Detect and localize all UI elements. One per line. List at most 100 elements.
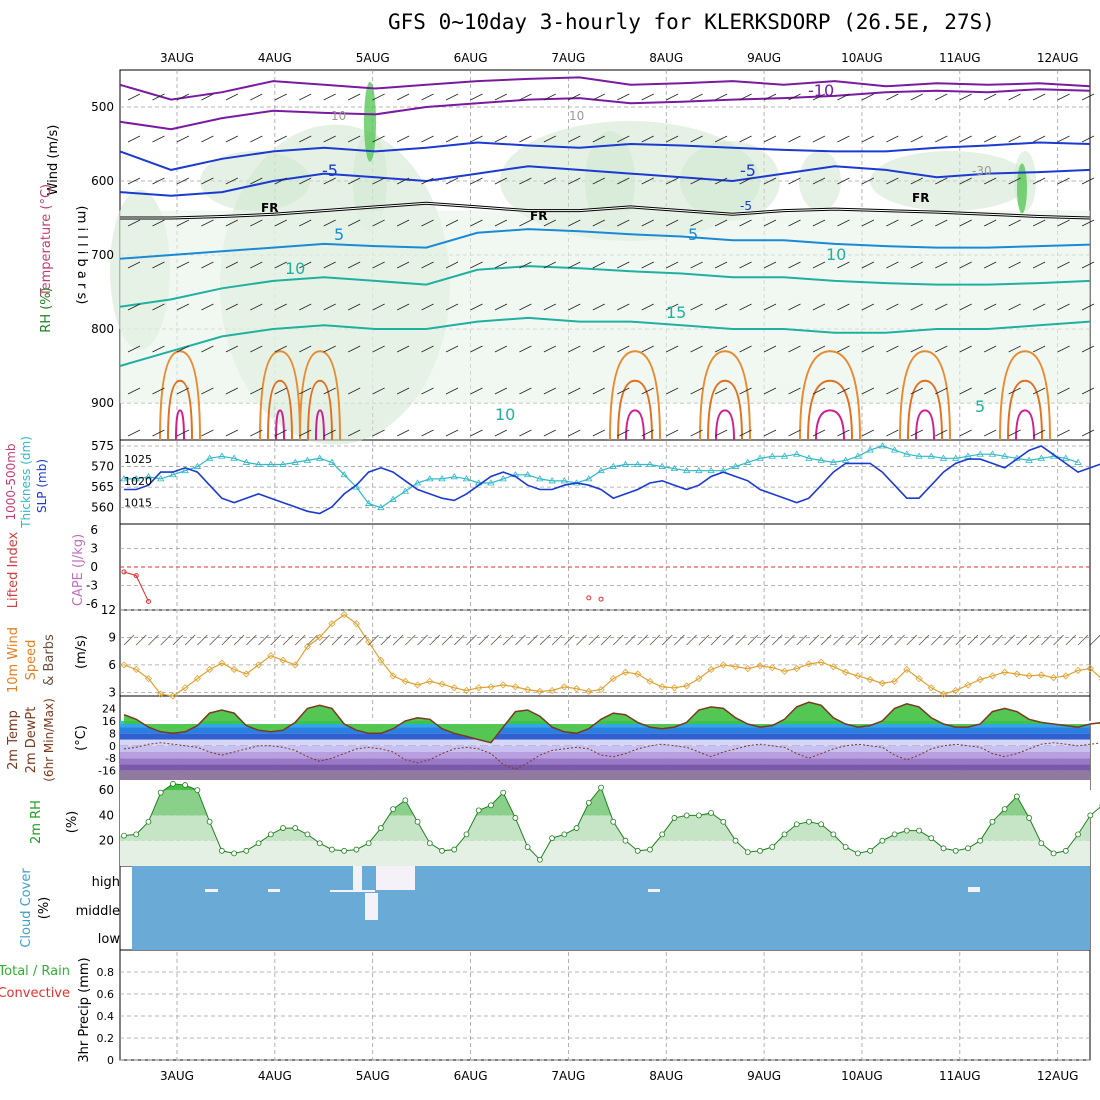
wind-barb xyxy=(1008,219,1021,227)
wind-barb xyxy=(494,219,508,227)
wind-barb xyxy=(299,135,312,143)
surface-wind-barb xyxy=(735,634,746,646)
wind-barb xyxy=(592,303,605,311)
wind-barb xyxy=(250,387,263,395)
wind-tick-label: 6 xyxy=(108,658,116,672)
wind-barb xyxy=(201,177,214,185)
surface-wind-barb xyxy=(1004,634,1015,646)
thickness-point xyxy=(890,446,899,453)
rh-point xyxy=(353,846,360,853)
wind-barb xyxy=(519,261,532,269)
warm-contour xyxy=(617,379,653,441)
wind-speed-point xyxy=(193,675,201,683)
wind-barb xyxy=(519,387,532,395)
wind-barb xyxy=(837,93,850,101)
thickness-point xyxy=(682,466,691,474)
wind-barb xyxy=(470,135,483,143)
wind-barb xyxy=(617,303,630,311)
rh-point xyxy=(622,837,629,844)
lifted-index-point xyxy=(121,569,127,575)
wind-barb xyxy=(152,261,165,269)
thickness-tick-label: 570 xyxy=(91,460,114,474)
wind-speed-point xyxy=(756,662,764,670)
wind-barb xyxy=(714,387,728,395)
rh-point xyxy=(1075,831,1081,838)
wind-barb xyxy=(959,135,972,143)
contour-label: 10 xyxy=(495,405,515,424)
wind-barb xyxy=(641,93,654,101)
wind-barb xyxy=(1008,135,1021,143)
wind-barb xyxy=(690,135,703,143)
wind-barb xyxy=(421,303,434,311)
wind-barb xyxy=(299,345,312,353)
wind-barb xyxy=(543,387,557,395)
surface-wind-barb xyxy=(160,634,171,646)
wind-barb xyxy=(788,387,801,395)
wind-barb xyxy=(176,177,190,185)
x-tick-label-top: 8AUG xyxy=(649,51,683,65)
wind-barb xyxy=(886,219,899,227)
wind-barb xyxy=(690,261,703,269)
rh-point xyxy=(695,812,702,819)
wind-barb xyxy=(1032,429,1046,437)
thickness-point xyxy=(829,458,838,465)
thickness-point xyxy=(903,450,911,457)
wind-barb xyxy=(641,387,654,395)
wind-barb xyxy=(592,219,605,227)
wind-barb xyxy=(127,345,141,353)
surface-wind-barb xyxy=(282,634,294,646)
thickness-point xyxy=(939,454,948,461)
wind-barb xyxy=(127,387,141,395)
warm-contour xyxy=(625,409,645,441)
surface-wind-barb xyxy=(1089,634,1100,646)
wind-barb xyxy=(739,429,752,437)
wind-speed-point xyxy=(511,683,519,691)
rh-point xyxy=(390,806,396,812)
wind-barb xyxy=(250,219,263,227)
wind-barb xyxy=(225,177,239,185)
thickness-point xyxy=(426,475,434,482)
wind-speed-point xyxy=(1025,672,1033,680)
wind-barb xyxy=(494,135,508,143)
rh-point xyxy=(867,847,874,854)
thickness-point xyxy=(1074,458,1082,465)
thickness-point xyxy=(915,452,923,459)
surface-wind-barb xyxy=(759,634,771,646)
wind-barb xyxy=(299,261,312,269)
surface-wind-barb xyxy=(343,634,355,646)
warm-contour xyxy=(999,350,1051,441)
ylabel-thickness-unit: Thickness (dm) xyxy=(19,436,33,529)
rh-point xyxy=(842,844,849,850)
isotherm-contour xyxy=(119,316,1091,367)
surface-wind-barb xyxy=(1028,634,1040,646)
surface-wind-barb xyxy=(979,634,991,646)
wind-barb xyxy=(910,261,923,269)
wind-barb xyxy=(886,429,899,437)
wind-barb xyxy=(910,387,923,395)
cloud-level-label: high xyxy=(92,875,120,890)
wind-speed-point xyxy=(157,690,165,698)
surface-wind-barb xyxy=(172,634,184,646)
wind-speed-point xyxy=(365,638,373,646)
wind-barb xyxy=(763,387,777,395)
wind-speed-point xyxy=(597,686,605,694)
rh-shading xyxy=(870,151,1030,211)
wind-barb xyxy=(592,177,605,185)
thickness-point xyxy=(364,499,373,506)
wind-barb xyxy=(201,219,214,227)
wind-barb xyxy=(176,387,190,395)
wind-barb xyxy=(763,135,777,143)
wind-barb xyxy=(665,219,679,227)
wind-speed-point xyxy=(1037,671,1045,679)
surface-wind-barb xyxy=(1041,634,1052,646)
wind-barb xyxy=(837,303,850,311)
wind-barb xyxy=(617,261,630,269)
wind-barb xyxy=(543,93,557,101)
wind-speed-point xyxy=(462,686,471,695)
wind-barb xyxy=(568,219,581,227)
wind-speed-point xyxy=(218,659,226,667)
wind-barb xyxy=(984,93,997,101)
wind-speed-point xyxy=(303,643,312,651)
wind-speed-point xyxy=(352,620,360,628)
rh-point xyxy=(475,807,482,814)
